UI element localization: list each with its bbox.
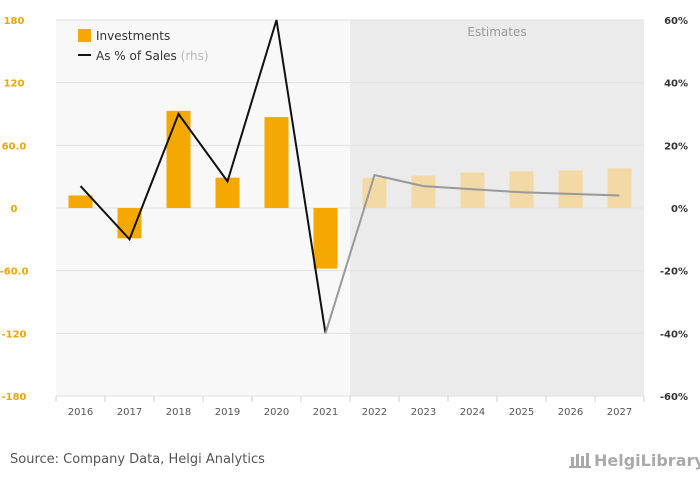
x-tick-label: 2017 (117, 407, 142, 418)
legend[interactable]: Investments As % of Sales (rhs) (78, 29, 209, 63)
y-left-tick-label: -60.0 (0, 267, 28, 278)
x-tick-label: 2025 (509, 407, 534, 418)
library-icon (569, 453, 591, 468)
y-right-tick-label: -20% (660, 267, 688, 278)
axis-ticks: 180 120 60.0 0 -60.0 -120 -180 60% 40% 20% 0% -20% -… (0, 16, 688, 418)
y-left-tick-label: -180 (1, 392, 26, 403)
y-left-tick-label: 120 (4, 79, 25, 90)
x-tick-label: 2023 (411, 407, 436, 418)
bar-2021[interactable] (313, 208, 338, 269)
logo-text: HelgiLibrary (594, 451, 700, 470)
x-tick-label: 2022 (362, 407, 387, 418)
grid (55, 19, 645, 402)
y-left-tick-label: 180 (4, 16, 25, 27)
bar-2027[interactable] (607, 168, 632, 208)
y-right-tick-label: 40% (664, 79, 688, 90)
estimates-label: Estimates (467, 25, 526, 39)
legend-label-investments[interactable]: Investments (96, 29, 170, 43)
x-tick-label: 2024 (460, 407, 485, 418)
bar-2018[interactable] (166, 110, 191, 208)
y-right-tick-label: 20% (664, 141, 688, 152)
x-tick-label: 2019 (215, 407, 240, 418)
y-left-tick-label: 0 (11, 204, 18, 215)
legend-swatch-investments (78, 29, 91, 42)
x-tick-label: 2018 (166, 407, 191, 418)
ratio-line-actual (79, 19, 327, 334)
x-tick-label: 2020 (264, 407, 289, 418)
x-tick-label: 2016 (68, 407, 93, 418)
bar-2023[interactable] (411, 175, 436, 208)
y-left-tick-label: 60.0 (2, 141, 27, 152)
bar-2017[interactable] (117, 208, 142, 239)
y-right-tick-label: 60% (664, 16, 688, 27)
bar-2025[interactable] (509, 171, 534, 208)
ratio-line (79, 19, 620, 334)
x-tick-label: 2021 (313, 407, 338, 418)
bar-2016[interactable] (68, 195, 93, 208)
legend-ratio-name: As % of Sales (96, 49, 177, 63)
source-note: Source: Company Data, Helgi Analytics (10, 452, 265, 467)
y-right-tick-label: 0% (671, 204, 688, 215)
bar-2020[interactable] (264, 117, 289, 208)
helgi-logo[interactable]: HelgiLibrary (569, 451, 700, 470)
legend-label-ratio[interactable]: As % of Sales (rhs) (96, 49, 209, 63)
bar-2026[interactable] (558, 170, 583, 208)
legend-ratio-suffix: (rhs) (181, 49, 209, 63)
y-left-tick-label: -120 (1, 329, 26, 340)
bars (68, 110, 632, 269)
ratio-line-estimate (324, 173, 620, 334)
x-tick-label: 2027 (607, 407, 632, 418)
y-right-tick-label: -60% (660, 392, 688, 403)
x-tick-label: 2026 (558, 407, 583, 418)
y-right-tick-label: -40% (660, 329, 688, 340)
